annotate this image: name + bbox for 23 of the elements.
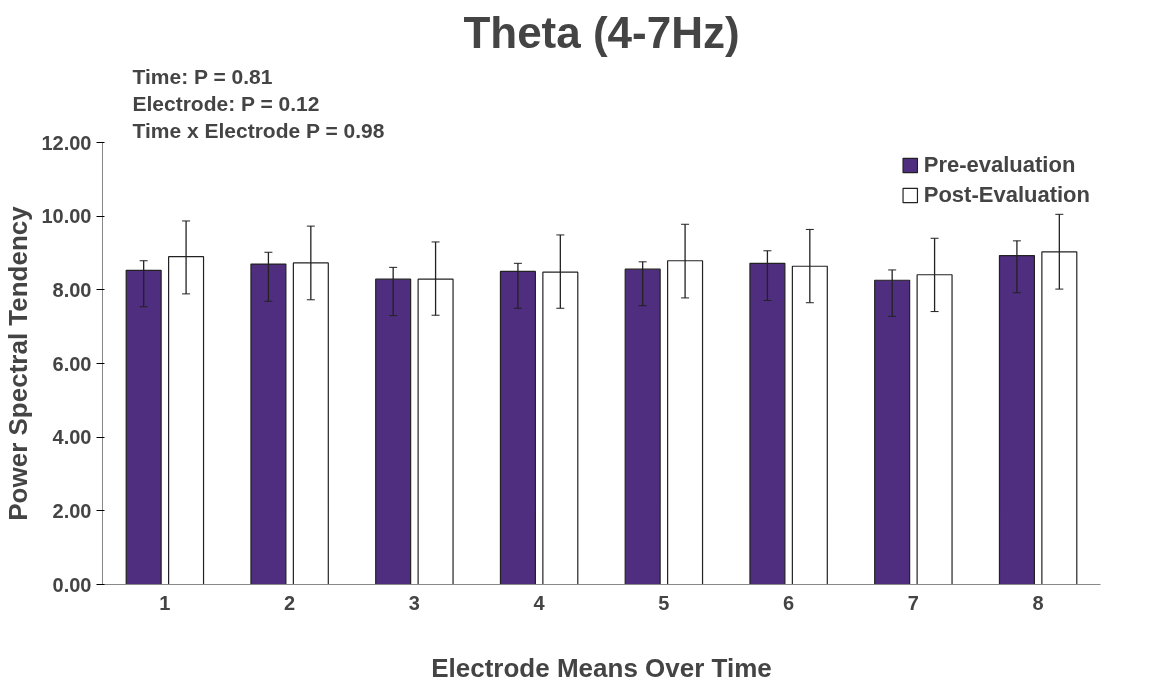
x-tick-label: 8 <box>1032 591 1044 614</box>
legend-label: Pre-evaluation <box>923 152 1076 178</box>
x-tick-label: 5 <box>658 591 670 614</box>
y-tick-label: 8.00 <box>52 278 92 301</box>
y-tick-label: 4.00 <box>52 426 92 449</box>
x-tick-label: 4 <box>533 591 546 614</box>
y-tick-label: 6.00 <box>52 352 92 375</box>
y-tick-label: 0.00 <box>52 573 92 596</box>
text: Time x Electrode P = 0.98 <box>132 118 385 142</box>
y-tick-label: 10.00 <box>41 205 92 228</box>
text: Time: P = 0.81 <box>132 64 273 88</box>
x-tick-label: 6 <box>783 591 795 614</box>
x-axis-title: Electrode Means Over Time <box>431 652 772 683</box>
y-axis-title: Power Spectral Tendency <box>3 205 34 521</box>
y-tick-label: 12.00 <box>41 131 92 154</box>
x-tick-label: 1 <box>159 591 171 614</box>
text: Electrode: P = 0.12 <box>132 91 320 115</box>
legend-label: Post-Evaluation <box>923 182 1090 208</box>
x-tick-label: 7 <box>907 591 919 614</box>
x-tick-label: 2 <box>284 591 296 614</box>
chart-title: Theta (4-7Hz) <box>463 7 740 57</box>
y-tick-label: 2.00 <box>52 499 92 522</box>
x-tick-label: 3 <box>408 591 420 614</box>
